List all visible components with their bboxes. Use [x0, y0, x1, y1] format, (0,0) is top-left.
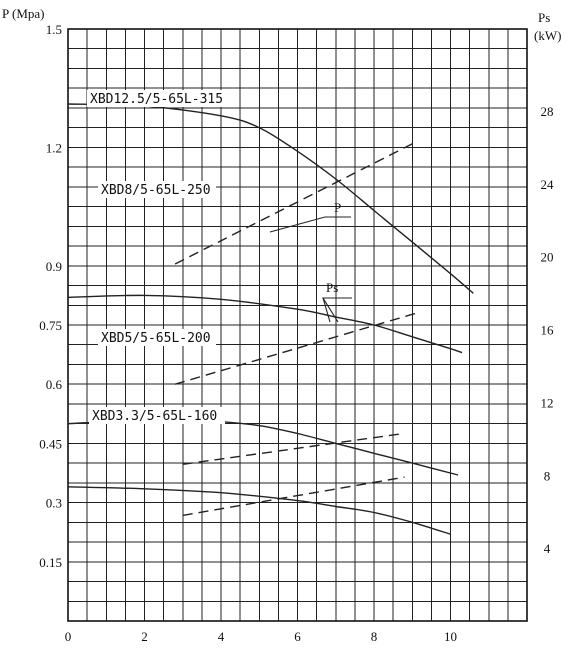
left-y-tick-label: 0.15: [39, 555, 62, 570]
series-label-1: XBD8/5-65L-250: [101, 183, 211, 198]
left-y-tick-label: 0.9: [46, 259, 62, 274]
pressure-curve-2: [67, 418, 459, 476]
annotation-p-leader: [269, 216, 351, 233]
right-y-tick-label: 8: [544, 468, 551, 483]
left-y-tick-label: 0.75: [39, 318, 62, 333]
series-label-bg: [98, 181, 216, 198]
left-y-tick-label: 0.3: [46, 496, 62, 511]
series-label-3: XBD3.3/5-65L-160: [92, 409, 217, 424]
series-label-bg: [89, 407, 225, 424]
annotation-ps-leader-2: [322, 297, 331, 323]
x-tick-label: 4: [218, 629, 225, 644]
axis-ticks: 0 2 4 6 8 100.150.30.450.60.750.91.21.5481216…: [39, 22, 554, 644]
right-y-tick-label: 28: [541, 104, 554, 119]
right-y-tick-label: 20: [541, 250, 554, 265]
power-curve-2: [182, 432, 405, 465]
plot-frame: [67, 28, 528, 622]
pressure-curve-3: [67, 486, 451, 535]
right-y-tick-label: 16: [541, 323, 555, 338]
left-y-tick-label: 0.45: [39, 436, 62, 451]
left-y-tick-label: 1.2: [46, 140, 62, 155]
annotation-ps: Ps: [326, 280, 338, 295]
right-axis-title-line1: Ps: [538, 10, 550, 25]
right-axis-title-line2: (kW): [534, 28, 561, 43]
right-y-tick-label: 4: [544, 541, 551, 556]
x-tick-label: 6: [294, 629, 301, 644]
series-label-0: XBD12.5/5-65L-315: [90, 92, 223, 107]
x-tick-label: 10: [444, 629, 457, 644]
series-label-bg: [98, 329, 216, 346]
left-y-tick-label: 1.5: [46, 22, 62, 37]
power-curve-1: [174, 312, 417, 385]
annotation-p: P: [334, 200, 341, 215]
series-labels: XBD12.5/5-65L-315 XBD8/5-65L-250 XBD5/5-65…: [87, 90, 235, 424]
x-tick-label: 8: [371, 629, 378, 644]
right-y-tick-label: 24: [541, 177, 555, 192]
series-label-2: XBD5/5-65L-200: [101, 331, 211, 346]
left-y-tick-label: 0.6: [46, 377, 63, 392]
chart-grid: [67, 28, 528, 622]
series-label-bg: [87, 90, 235, 107]
right-y-tick-label: 12: [541, 395, 554, 410]
left-axis-title: P (Mpa): [2, 6, 45, 21]
pressure-curve-1: [67, 294, 463, 354]
chart-annotations: [269, 216, 352, 323]
annotation-ps-leader-1: [322, 297, 352, 323]
x-tick-label: 0: [65, 629, 72, 644]
pressure-curve-0: [67, 103, 474, 294]
power-curve-3: [182, 476, 405, 517]
power-curve-0: [174, 141, 417, 265]
x-tick-label: 2: [141, 629, 148, 644]
